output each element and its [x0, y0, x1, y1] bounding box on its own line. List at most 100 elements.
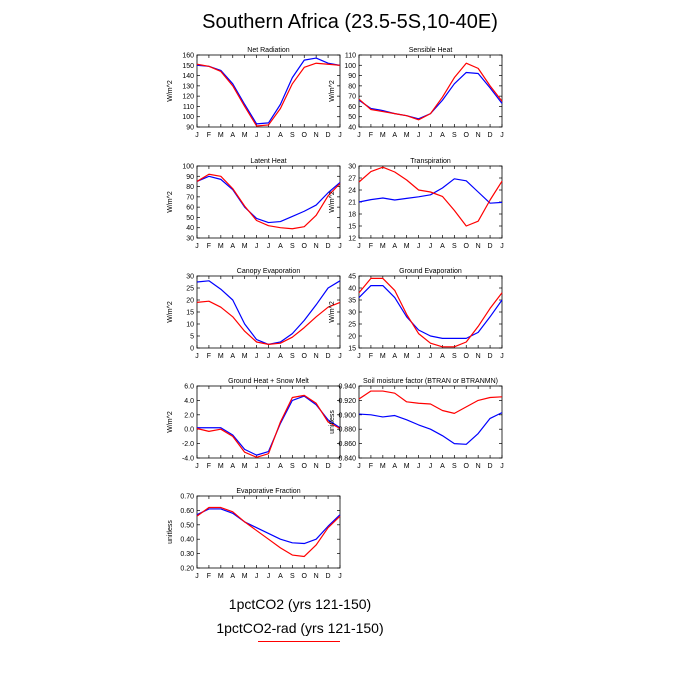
x-tick-label: J	[417, 132, 421, 139]
x-tick-label: J	[500, 132, 504, 139]
x-tick-label: F	[369, 132, 373, 139]
x-tick-label: F	[207, 243, 211, 250]
x-tick-label: A	[392, 463, 397, 470]
x-tick-label: A	[440, 243, 445, 250]
plot-frame	[358, 54, 503, 128]
x-tick-label: M	[404, 353, 410, 360]
x-tick-label: M	[218, 353, 224, 360]
x-tick-label: M	[242, 353, 248, 360]
y-tick-label: 70	[348, 94, 356, 101]
series-line-2	[196, 173, 341, 230]
panel-title: Soil moisture factor (BTRAN or BTRANMN)	[363, 378, 498, 385]
x-tick-label: N	[314, 243, 319, 250]
plot-frame	[358, 385, 503, 459]
series-line-2	[196, 300, 341, 345]
x-tick-label: J	[195, 463, 199, 470]
y-tick-label: 21	[348, 200, 356, 207]
x-tick-label: J	[500, 463, 504, 470]
x-tick-label: N	[314, 463, 319, 470]
series-line-1	[196, 175, 341, 224]
x-tick-label: A	[278, 353, 283, 360]
y-tick-label: 50	[348, 114, 356, 121]
x-tick-label: O	[464, 243, 470, 250]
x-tick-label: D	[326, 132, 331, 139]
x-tick-label: S	[290, 463, 295, 470]
series-line-2	[196, 394, 341, 458]
x-tick-label: F	[207, 353, 211, 360]
plot-frame	[196, 54, 341, 128]
x-tick-label: J	[417, 243, 421, 250]
y-axis-label: unitless	[329, 410, 336, 434]
series-line-2	[358, 166, 503, 227]
x-tick-label: S	[290, 573, 295, 580]
x-tick-label: N	[476, 132, 481, 139]
y-tick-label: 10	[186, 322, 194, 329]
series-line-1	[197, 395, 341, 456]
y-tick-label: 40	[186, 225, 194, 232]
x-tick-label: N	[314, 573, 319, 580]
y-tick-label: 0.900	[338, 412, 356, 419]
x-tick-label: J	[417, 353, 421, 360]
y-tick-label: 35	[348, 298, 356, 305]
plot-frame	[196, 385, 341, 459]
x-tick-label: M	[242, 463, 248, 470]
y-tick-label: 25	[186, 286, 194, 293]
y-tick-label: 50	[186, 215, 194, 222]
x-tick-label: D	[326, 573, 331, 580]
y-tick-label: -4.0	[182, 456, 194, 463]
x-tick-label: J	[267, 463, 271, 470]
x-tick-label: S	[452, 243, 457, 250]
y-tick-label: 130	[182, 83, 194, 90]
x-tick-label: M	[218, 132, 224, 139]
x-tick-label: D	[326, 353, 331, 360]
y-tick-label: 90	[348, 73, 356, 80]
y-tick-label: 2.0	[184, 412, 194, 419]
y-tick-label: 0.940	[338, 384, 356, 391]
x-tick-label: M	[380, 463, 386, 470]
y-tick-label: 0.880	[338, 427, 356, 434]
x-tick-label: J	[267, 573, 271, 580]
y-tick-label: 160	[182, 53, 194, 60]
series-line-2	[358, 277, 503, 348]
y-tick-label: 0.840	[338, 456, 356, 463]
y-tick-label: 60	[186, 205, 194, 212]
x-tick-label: D	[326, 463, 331, 470]
x-tick-label: M	[404, 243, 410, 250]
y-axis-label: W/m^2	[167, 411, 174, 433]
x-tick-label: J	[267, 353, 271, 360]
x-tick-label: J	[357, 243, 361, 250]
x-tick-label: J	[429, 353, 433, 360]
x-tick-label: J	[500, 353, 504, 360]
panel-title: Transpiration	[410, 158, 451, 165]
legend-line-swatch	[258, 641, 340, 642]
series-line-2	[358, 390, 503, 414]
x-tick-label: A	[392, 243, 397, 250]
x-tick-label: J	[255, 573, 259, 580]
x-tick-label: A	[230, 463, 235, 470]
x-tick-label: M	[242, 132, 248, 139]
panel-title: Sensible Heat	[409, 47, 453, 54]
series-line-1	[358, 71, 503, 120]
y-tick-label: 70	[186, 194, 194, 201]
x-tick-label: A	[440, 463, 445, 470]
panel-title: Net Radiation	[247, 47, 290, 54]
y-tick-label: 40	[348, 125, 356, 132]
x-tick-label: O	[464, 463, 470, 470]
x-tick-label: M	[218, 573, 224, 580]
panel-title: Ground Heat + Snow Melt	[228, 378, 309, 385]
y-tick-label: 20	[348, 334, 356, 341]
panel-title: Evaporative Fraction	[236, 488, 300, 495]
x-tick-label: A	[392, 132, 397, 139]
y-tick-label: 4.0	[184, 398, 194, 405]
x-tick-label: J	[255, 463, 259, 470]
y-tick-label: 140	[182, 73, 194, 80]
y-tick-label: 0.0	[184, 427, 194, 434]
x-tick-label: J	[267, 132, 271, 139]
y-tick-label: 0.30	[180, 551, 194, 558]
x-tick-label: J	[195, 132, 199, 139]
y-axis-label: W/m^2	[167, 191, 174, 213]
x-tick-label: J	[195, 243, 199, 250]
x-tick-label: J	[338, 132, 342, 139]
